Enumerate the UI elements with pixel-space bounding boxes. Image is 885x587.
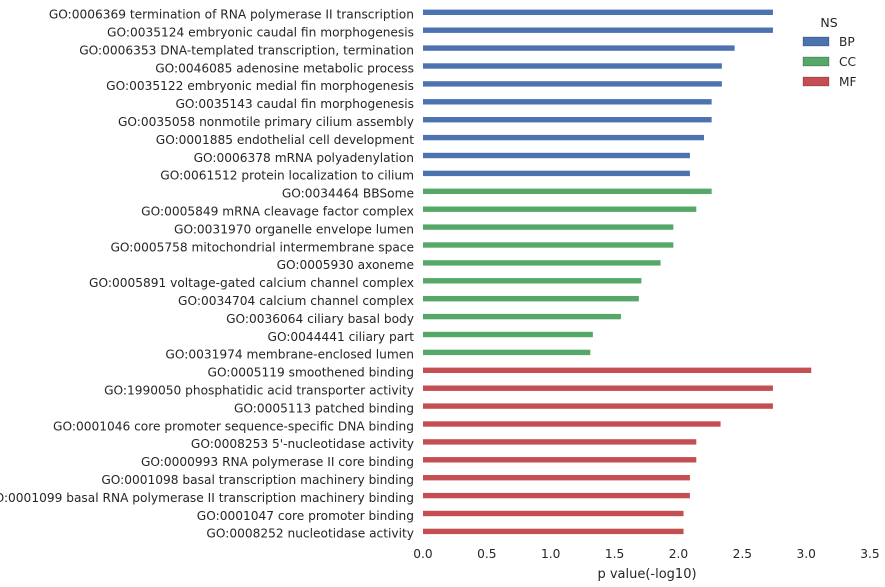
category-label: GO:0008253 5'-nucleotidase activity (191, 437, 414, 451)
bar-mf-29 (423, 510, 684, 517)
legend-swatch-bp (802, 36, 830, 47)
category-label: GO:0035143 caudal fin morphogenesis (175, 97, 414, 111)
category-label: GO:0046085 adenosine metabolic process (155, 61, 414, 75)
category-label: GO:0005930 axoneme (277, 258, 414, 272)
category-label: GO:0005119 smoothened binding (208, 366, 414, 380)
bar-cc-16 (423, 278, 642, 284)
legend-swatch-cc (802, 56, 830, 67)
x-axis-label: p value(-log10) (597, 567, 696, 582)
bar-cc-17 (423, 296, 639, 302)
category-label: GO:0035122 embryonic medial fin morphoge… (106, 79, 414, 93)
bar-cc-19 (423, 331, 593, 338)
bar-mf-27 (423, 475, 690, 481)
bar-bp-10 (423, 170, 690, 177)
bar-bp-6 (423, 99, 712, 105)
bar-mf-23 (423, 403, 773, 409)
bar-cc-20 (423, 349, 591, 356)
category-label: GO:0005891 voltage-gated calcium channel… (89, 276, 414, 290)
category-label: GO:0044441 ciliary part (268, 330, 415, 344)
bar-bp-2 (423, 27, 773, 33)
bar-mf-21 (423, 367, 812, 373)
x-tick-label: 0.0 (413, 547, 432, 561)
x-tick-label: 1.5 (605, 547, 624, 561)
legend-label-bp: BP (839, 35, 855, 49)
category-label: GO:0001885 endothelial cell development (156, 133, 414, 147)
bar-mf-28 (423, 492, 690, 499)
category-label: GO:0035058 nonmotile primary cilium asse… (118, 115, 414, 129)
bar-cc-12 (423, 206, 697, 212)
bar-bp-8 (423, 134, 704, 141)
category-label: GO:0001046 core promoter sequence-specif… (53, 419, 414, 433)
legend-label-mf: MF (839, 75, 857, 89)
bar-mf-24 (423, 421, 721, 427)
bar-cc-13 (423, 224, 674, 230)
category-label: GO:0001099 basal RNA polymerase II trans… (0, 491, 414, 505)
x-tick-label: 0.5 (477, 547, 496, 561)
x-tick-label: 2.0 (669, 547, 688, 561)
x-axis-ticks: 0.0 0.5 1.0 1.5 2.0 2.5 3.0 3.5 (413, 547, 879, 561)
bar-bp-7 (423, 117, 712, 123)
category-label: GO:0005113 patched binding (234, 401, 414, 415)
x-tick-label: 3.0 (796, 547, 815, 561)
category-label: GO:1990050 phosphatidic acid transporter… (104, 384, 414, 398)
bar-bp-3 (423, 45, 735, 51)
bar-bp-1 (423, 9, 773, 15)
category-label: GO:0034464 BBSome (282, 187, 414, 201)
category-label: GO:0036064 ciliary basal body (226, 312, 414, 326)
bar-bp-4 (423, 63, 722, 69)
category-label: GO:0005758 mitochondrial intermembrane s… (110, 240, 414, 254)
category-labels: GO:0006369 termination of RNA polymerase… (0, 8, 414, 541)
category-label: GO:0008252 nucleotidase activity (206, 527, 414, 541)
legend-swatch-mf (802, 76, 830, 87)
category-label: GO:0061512 protein localization to ciliu… (160, 169, 414, 183)
category-label: GO:0001047 core promoter binding (197, 509, 414, 523)
bar-cc-15 (423, 260, 661, 266)
bar-mf-26 (423, 457, 697, 463)
legend: NS BP CC MF (802, 15, 857, 89)
bar-bp-9 (423, 152, 690, 159)
bars-layer (423, 9, 812, 535)
x-tick-label: 1.0 (541, 547, 560, 561)
bar-mf-22 (423, 385, 773, 391)
bar-bp-5 (423, 81, 722, 87)
category-label: GO:0001098 basal transcription machinery… (101, 473, 414, 487)
category-label: GO:0006369 termination of RNA polymerase… (49, 8, 414, 22)
legend-title: NS (820, 15, 837, 30)
bar-cc-18 (423, 313, 621, 320)
bar-cc-14 (423, 242, 674, 248)
bar-cc-11 (423, 188, 712, 194)
category-label: GO:0031970 organelle envelope lumen (174, 222, 414, 236)
category-label: GO:0035124 embryonic caudal fin morphoge… (107, 26, 414, 40)
category-label: GO:0034704 calcium channel complex (178, 294, 414, 308)
bar-mf-30 (423, 528, 684, 535)
category-label: GO:0031974 membrane-enclosed lumen (165, 348, 414, 362)
x-tick-label: 3.5 (860, 547, 879, 561)
category-label: GO:0006353 DNA-templated transcription, … (79, 43, 414, 57)
bar-mf-25 (423, 439, 697, 445)
category-label: GO:0006378 mRNA polyadenylation (194, 151, 414, 165)
category-label: GO:0005849 mRNA cleavage factor complex (141, 205, 414, 219)
x-tick-label: 2.5 (733, 547, 752, 561)
legend-label-cc: CC (839, 55, 856, 69)
category-label: GO:0000993 RNA polymerase II core bindin… (141, 455, 414, 469)
